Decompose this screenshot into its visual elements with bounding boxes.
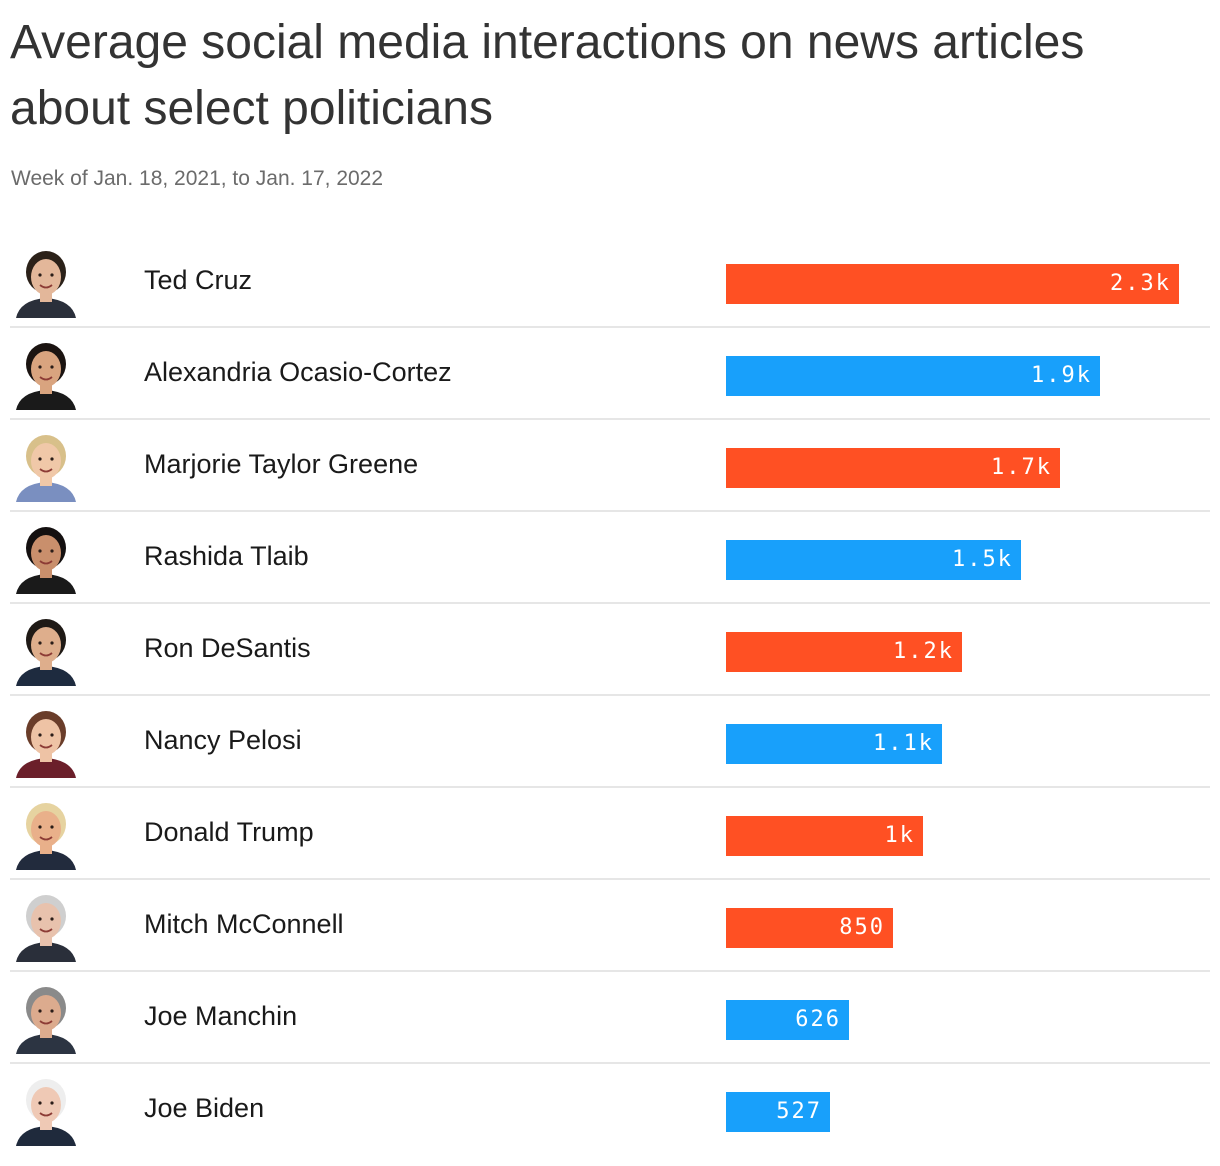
- category-label: Ted Cruz: [144, 265, 253, 295]
- bar: 1.5k: [726, 540, 1021, 580]
- bar-track: 1.9k: [726, 356, 1210, 396]
- bar-track: 1.2k: [726, 632, 1210, 672]
- bar-value-label: 1.5k: [952, 547, 1013, 572]
- bar-value-label: 1.2k: [893, 639, 954, 664]
- bar-track: 527: [726, 1092, 1210, 1132]
- ted-cruz-portrait-icon: [12, 248, 80, 318]
- category-label: Joe Manchin: [144, 1001, 298, 1031]
- category-label: Joe Biden: [144, 1093, 265, 1123]
- bar-track: 1.1k: [726, 724, 1210, 764]
- mitch-mcconnell-portrait-icon: [12, 892, 80, 962]
- bar-value-label: 1.9k: [1031, 363, 1092, 388]
- bar-chart: Ted Cruz 2.3k Alexandria Ocasio-Cortez 1.9k…: [10, 236, 1210, 1156]
- bar-track: 1k: [726, 816, 1210, 856]
- chart-row: Rashida Tlaib 1.5k: [10, 512, 1210, 604]
- category-label: Nancy Pelosi: [144, 725, 302, 755]
- bar-value-label: 527: [776, 1099, 822, 1124]
- bar: 626: [726, 1000, 849, 1040]
- bar: 1k: [726, 816, 923, 856]
- bar-track: 2.3k: [726, 264, 1210, 304]
- bar: 2.3k: [726, 264, 1179, 304]
- bar: 1.2k: [726, 632, 962, 672]
- chart-row: Marjorie Taylor Greene 1.7k: [10, 420, 1210, 512]
- bar-value-label: 850: [839, 915, 885, 940]
- donald-trump-portrait-icon: [12, 800, 80, 870]
- bar: 1.9k: [726, 356, 1100, 396]
- chart-row: Mitch McConnell 850: [10, 880, 1210, 972]
- bar-track: 1.5k: [726, 540, 1210, 580]
- chart-row: Nancy Pelosi 1.1k: [10, 696, 1210, 788]
- bar-track: 626: [726, 1000, 1210, 1040]
- chart-row: Joe Biden 527: [10, 1064, 1210, 1156]
- bar-value-label: 1.7k: [991, 455, 1052, 480]
- chart-row: Donald Trump 1k: [10, 788, 1210, 880]
- bar-track: 850: [726, 908, 1210, 948]
- bar-value-label: 1.1k: [873, 731, 934, 756]
- bar-value-label: 1k: [884, 823, 915, 848]
- bar: 850: [726, 908, 893, 948]
- bar: 1.1k: [726, 724, 942, 764]
- chart-subtitle: Week of Jan. 18, 2021, to Jan. 17, 2022: [11, 167, 384, 190]
- joe-biden-portrait-icon: [12, 1076, 80, 1146]
- category-label: Alexandria Ocasio-Cortez: [144, 357, 452, 387]
- bar: 1.7k: [726, 448, 1060, 488]
- chart-row: Ted Cruz 2.3k: [10, 236, 1210, 328]
- chart-title: Average social media interactions on new…: [10, 16, 1085, 135]
- chart-row: Ron DeSantis 1.2k: [10, 604, 1210, 696]
- nancy-pelosi-portrait-icon: [12, 708, 80, 778]
- joe-manchin-portrait-icon: [12, 984, 80, 1054]
- category-label: Marjorie Taylor Greene: [144, 449, 419, 479]
- rashida-tlaib-portrait-icon: [12, 524, 80, 594]
- chart-row: Joe Manchin 626: [10, 972, 1210, 1064]
- bar-track: 1.7k: [726, 448, 1210, 488]
- chart-row: Alexandria Ocasio-Cortez 1.9k: [10, 328, 1210, 420]
- bar-value-label: 2.3k: [1110, 271, 1171, 296]
- bar-value-label: 626: [795, 1007, 841, 1032]
- category-label: Ron DeSantis: [144, 633, 311, 663]
- ron-desantis-portrait-icon: [12, 616, 80, 686]
- marjorie-taylor-greene-portrait-icon: [12, 432, 80, 502]
- category-label: Mitch McConnell: [144, 909, 344, 939]
- alexandria-ocasio-cortez-portrait-icon: [12, 340, 80, 410]
- category-label: Donald Trump: [144, 817, 314, 847]
- category-label: Rashida Tlaib: [144, 541, 309, 571]
- bar: 527: [726, 1092, 830, 1132]
